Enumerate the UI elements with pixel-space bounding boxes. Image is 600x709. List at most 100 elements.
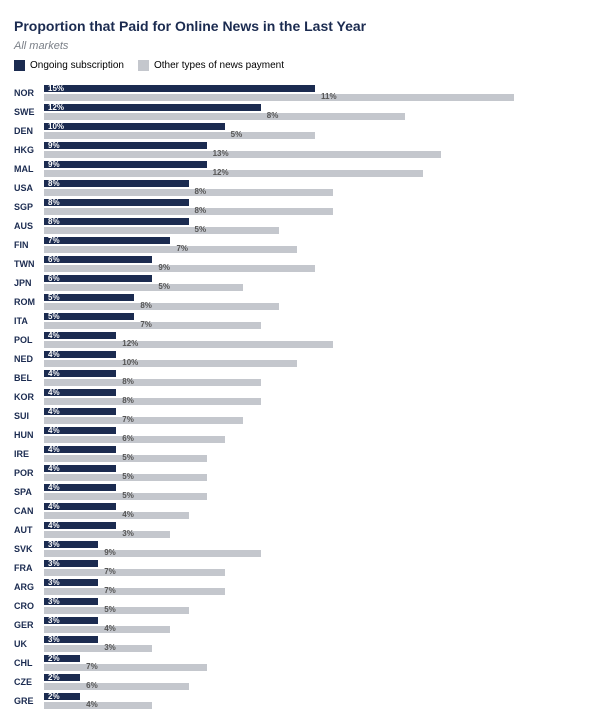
- bar-series1: 12%: [44, 104, 261, 111]
- value-label-s2: 8%: [195, 206, 207, 215]
- ylabel: CRO: [14, 602, 44, 611]
- bar-series1: 4%: [44, 503, 116, 510]
- row-GER: GER3%4%: [14, 617, 586, 633]
- bar-series2: [44, 208, 333, 215]
- value-label-s1: 9%: [48, 160, 60, 169]
- ylabel: NED: [14, 355, 44, 364]
- ylabel: GRE: [14, 697, 44, 706]
- ylabel: SWE: [14, 108, 44, 117]
- ylabel: HUN: [14, 431, 44, 440]
- value-label-s1: 4%: [48, 331, 60, 340]
- value-label-s2: 13%: [213, 149, 229, 158]
- bar-series1: 4%: [44, 408, 116, 415]
- ylabel: FRA: [14, 564, 44, 573]
- value-label-s2: 4%: [86, 700, 98, 709]
- bar-series2: [44, 151, 441, 158]
- value-label-s2: 3%: [104, 643, 116, 652]
- bar-series2: [44, 322, 261, 329]
- row-BEL: BEL4%8%: [14, 370, 586, 386]
- row-TWN: TWN6%9%: [14, 256, 586, 272]
- value-label-s1: 4%: [48, 388, 60, 397]
- bar-series1: 4%: [44, 370, 116, 377]
- ylabel: DEN: [14, 127, 44, 136]
- ylabel: SPA: [14, 488, 44, 497]
- row-IRE: IRE4%5%: [14, 446, 586, 462]
- value-label-s1: 4%: [48, 483, 60, 492]
- bar-series1: 3%: [44, 598, 98, 605]
- legend: Ongoing subscription Other types of news…: [14, 60, 586, 71]
- row-SUI: SUI4%7%: [14, 408, 586, 424]
- value-label-s1: 3%: [48, 597, 60, 606]
- bar-series2: [44, 170, 423, 177]
- bar-series1: 2%: [44, 655, 80, 662]
- row-POL: POL 4% 12%: [14, 332, 586, 348]
- value-label-s2: 5%: [158, 282, 170, 291]
- bar-series1: 15%: [44, 85, 315, 92]
- bar-series1: 4%: [44, 484, 116, 491]
- value-label-s1: 5%: [48, 293, 60, 302]
- row-NOR: NOR15%11%: [14, 85, 586, 101]
- value-label-s1: 10%: [48, 122, 64, 131]
- value-label-s1: 4%: [48, 502, 60, 511]
- bar-series1: 4%: [44, 389, 116, 396]
- value-label-s2: 7%: [86, 662, 98, 671]
- bar-series1: 9%: [44, 161, 207, 168]
- row-CHL: CHL2%7%: [14, 655, 586, 671]
- value-label-s1: 5%: [48, 312, 60, 321]
- bar-series1: 8%: [44, 180, 189, 187]
- ylabel: BEL: [14, 374, 44, 383]
- row-POR: POR4%5%: [14, 465, 586, 481]
- ylabel: TWN: [14, 260, 44, 269]
- row-CZE: CZE2%6%: [14, 674, 586, 690]
- row-USA: USA8%8%: [14, 180, 586, 196]
- bar-series2: [44, 436, 225, 443]
- bar-series1: 4%: [44, 522, 116, 529]
- legend-swatch-1: [14, 60, 25, 71]
- row-AUT: AUT4%3%: [14, 522, 586, 538]
- chart-title: Proportion that Paid for Online News in …: [14, 18, 586, 34]
- value-label-s1: 2%: [48, 692, 60, 701]
- value-label-s1: 4%: [48, 445, 60, 454]
- ylabel: ROM: [14, 298, 44, 307]
- ylabel: AUS: [14, 222, 44, 231]
- value-label-s1: 3%: [48, 616, 60, 625]
- value-label-s1: 4%: [48, 426, 60, 435]
- row-SGP: SGP8%8%: [14, 199, 586, 215]
- legend-item-series1: Ongoing subscription: [14, 60, 124, 71]
- legend-label-1: Ongoing subscription: [30, 60, 124, 71]
- row-HUN: HUN 4% 6%: [14, 427, 586, 443]
- bar-series2: [44, 246, 297, 253]
- ylabel: CZE: [14, 678, 44, 687]
- value-label-s2: 3%: [122, 529, 134, 538]
- bar-series1: 5%: [44, 294, 134, 301]
- ylabel: KOR: [14, 393, 44, 402]
- ylabel: POL: [14, 336, 44, 345]
- bar-series1: 3%: [44, 617, 98, 624]
- bar-series2: [44, 113, 405, 120]
- bar-series1: 4%: [44, 351, 116, 358]
- value-label-s2: 12%: [122, 339, 138, 348]
- row-FRA: FRA 3% 7%: [14, 560, 586, 576]
- bar-series2: [44, 227, 279, 234]
- ylabel: ITA: [14, 317, 44, 326]
- value-label-s1: 9%: [48, 141, 60, 150]
- bar-series1: 3%: [44, 541, 98, 548]
- ylabel: USA: [14, 184, 44, 193]
- bar-series2: [44, 94, 514, 101]
- ylabel: SGP: [14, 203, 44, 212]
- bar-series2: [44, 398, 261, 405]
- value-label-s2: 7%: [104, 567, 116, 576]
- bar-series2: [44, 683, 189, 690]
- bar-series2: [44, 512, 189, 519]
- value-label-s2: 6%: [122, 434, 134, 443]
- row-ROM: ROM5%8%: [14, 294, 586, 310]
- value-label-s2: 7%: [140, 320, 152, 329]
- row-JPN: JPN6%5%: [14, 275, 586, 291]
- value-label-s1: 4%: [48, 521, 60, 530]
- value-label-s1: 3%: [48, 559, 60, 568]
- value-label-s2: 8%: [122, 396, 134, 405]
- value-label-s2: 7%: [122, 415, 134, 424]
- ylabel: JPN: [14, 279, 44, 288]
- legend-item-series2: Other types of news payment: [138, 60, 284, 71]
- row-NED: NED4%10%: [14, 351, 586, 367]
